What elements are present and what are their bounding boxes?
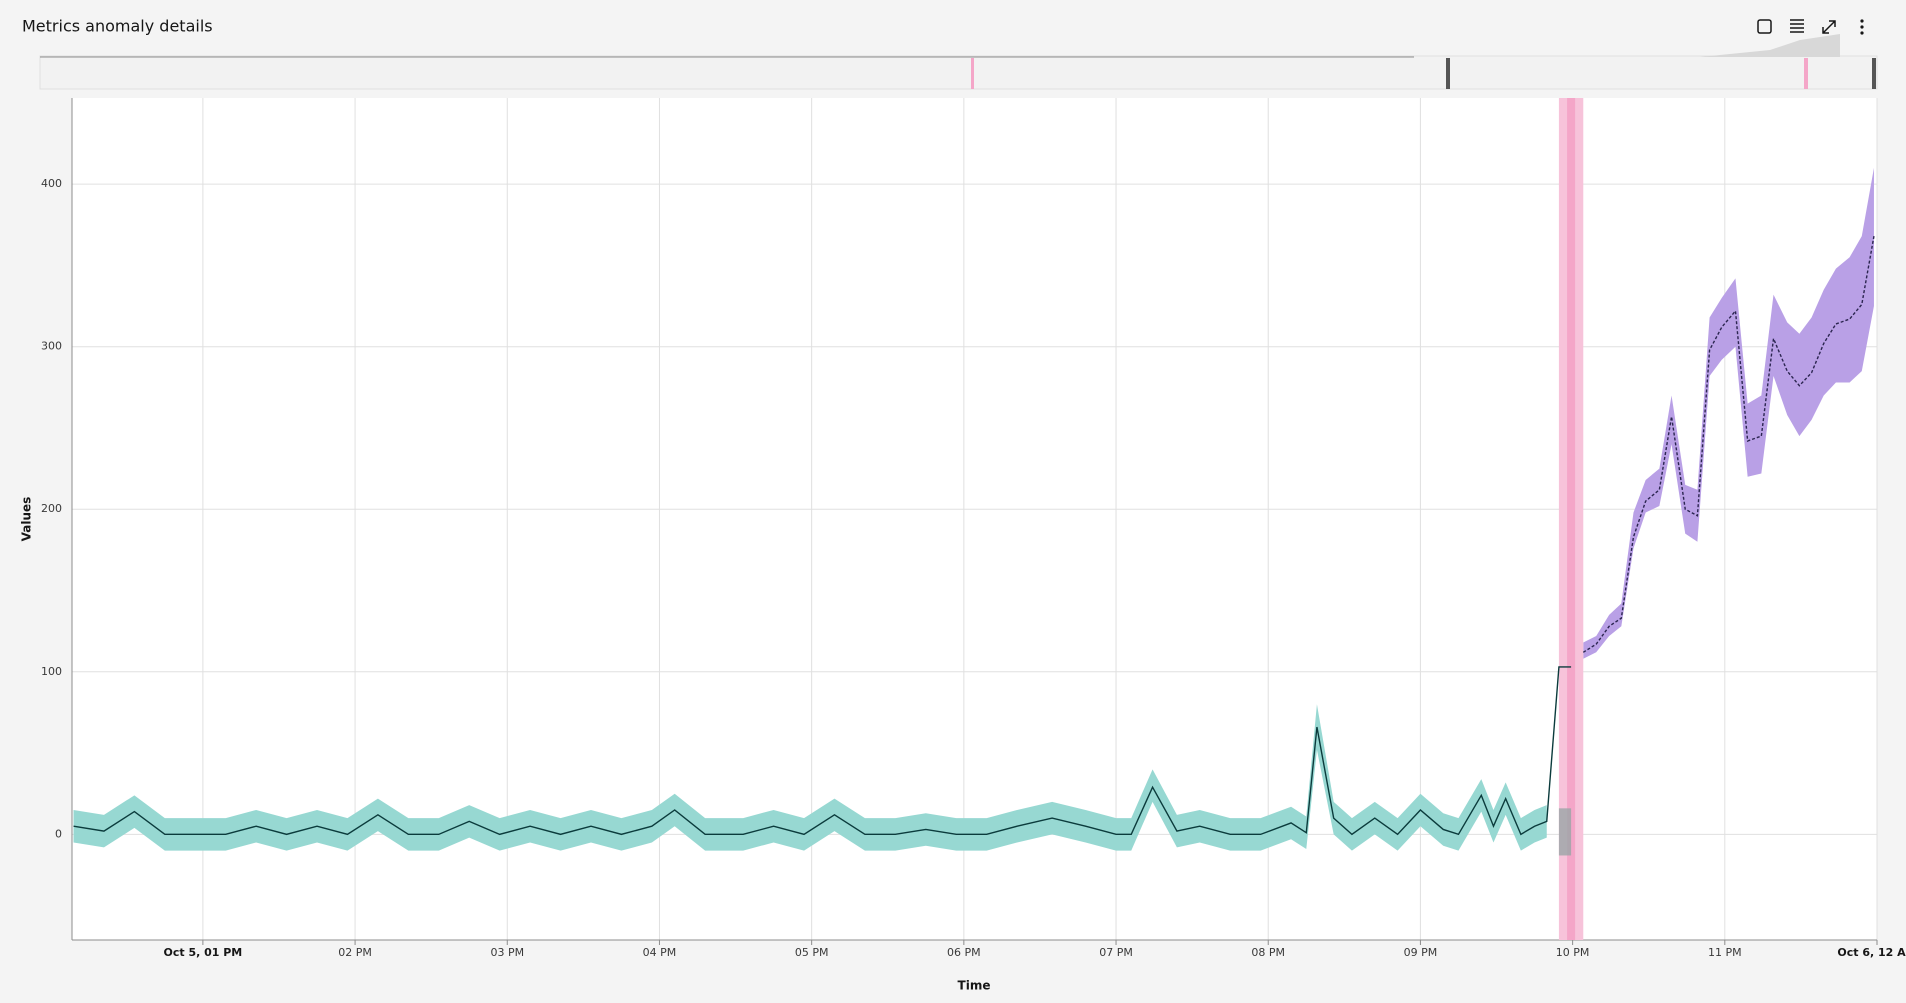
x-tick-label: 08 PM xyxy=(1251,946,1285,959)
x-tick-label: Oct 5, 01 PM xyxy=(163,946,242,959)
minimap-anomaly xyxy=(1804,58,1808,89)
y-axis-title: Values xyxy=(20,497,34,542)
x-tick-label: 05 PM xyxy=(795,946,829,959)
x-axis-title: Time xyxy=(958,979,991,993)
minimap-anomaly xyxy=(971,58,974,89)
table-icon[interactable] xyxy=(1790,19,1804,33)
minimap-area xyxy=(1414,34,1840,57)
share-icon[interactable] xyxy=(1757,19,1772,34)
minimap xyxy=(39,34,1878,90)
expected-range xyxy=(1558,808,1572,856)
x-tick-label: 04 PM xyxy=(643,946,677,959)
minimap-track xyxy=(39,55,1878,90)
minimap-handle[interactable] xyxy=(1446,58,1450,89)
y-tick-label: 200 xyxy=(41,502,62,515)
anomaly-marker xyxy=(1567,98,1576,940)
minimap-handle[interactable] xyxy=(1872,58,1876,89)
x-tick-label: 06 PM xyxy=(947,946,981,959)
x-tick-label: 09 PM xyxy=(1404,946,1438,959)
x-tick-label: 07 PM xyxy=(1099,946,1133,959)
series-line xyxy=(1582,236,1875,653)
toolbar xyxy=(1757,19,1864,35)
expand-icon[interactable] xyxy=(1822,20,1836,34)
overflow-menu[interactable] xyxy=(1860,19,1864,35)
y-tick-label: 0 xyxy=(55,827,62,840)
x-tick-label: Oct 6, 12 AM xyxy=(1837,946,1906,959)
widget-title: Metrics anomaly details xyxy=(22,17,213,36)
confidence-band xyxy=(73,704,1547,851)
y-tick-label: 400 xyxy=(41,177,62,190)
series-line xyxy=(73,666,1572,836)
x-tick-label: 10 PM xyxy=(1556,946,1590,959)
x-tick-label: 03 PM xyxy=(490,946,524,959)
x-tick-label: 11 PM xyxy=(1708,946,1742,959)
y-tick-label: 300 xyxy=(41,340,62,353)
y-tick-label: 100 xyxy=(41,665,62,678)
x-tick-label: 02 PM xyxy=(338,946,372,959)
plot-area xyxy=(72,98,1877,940)
